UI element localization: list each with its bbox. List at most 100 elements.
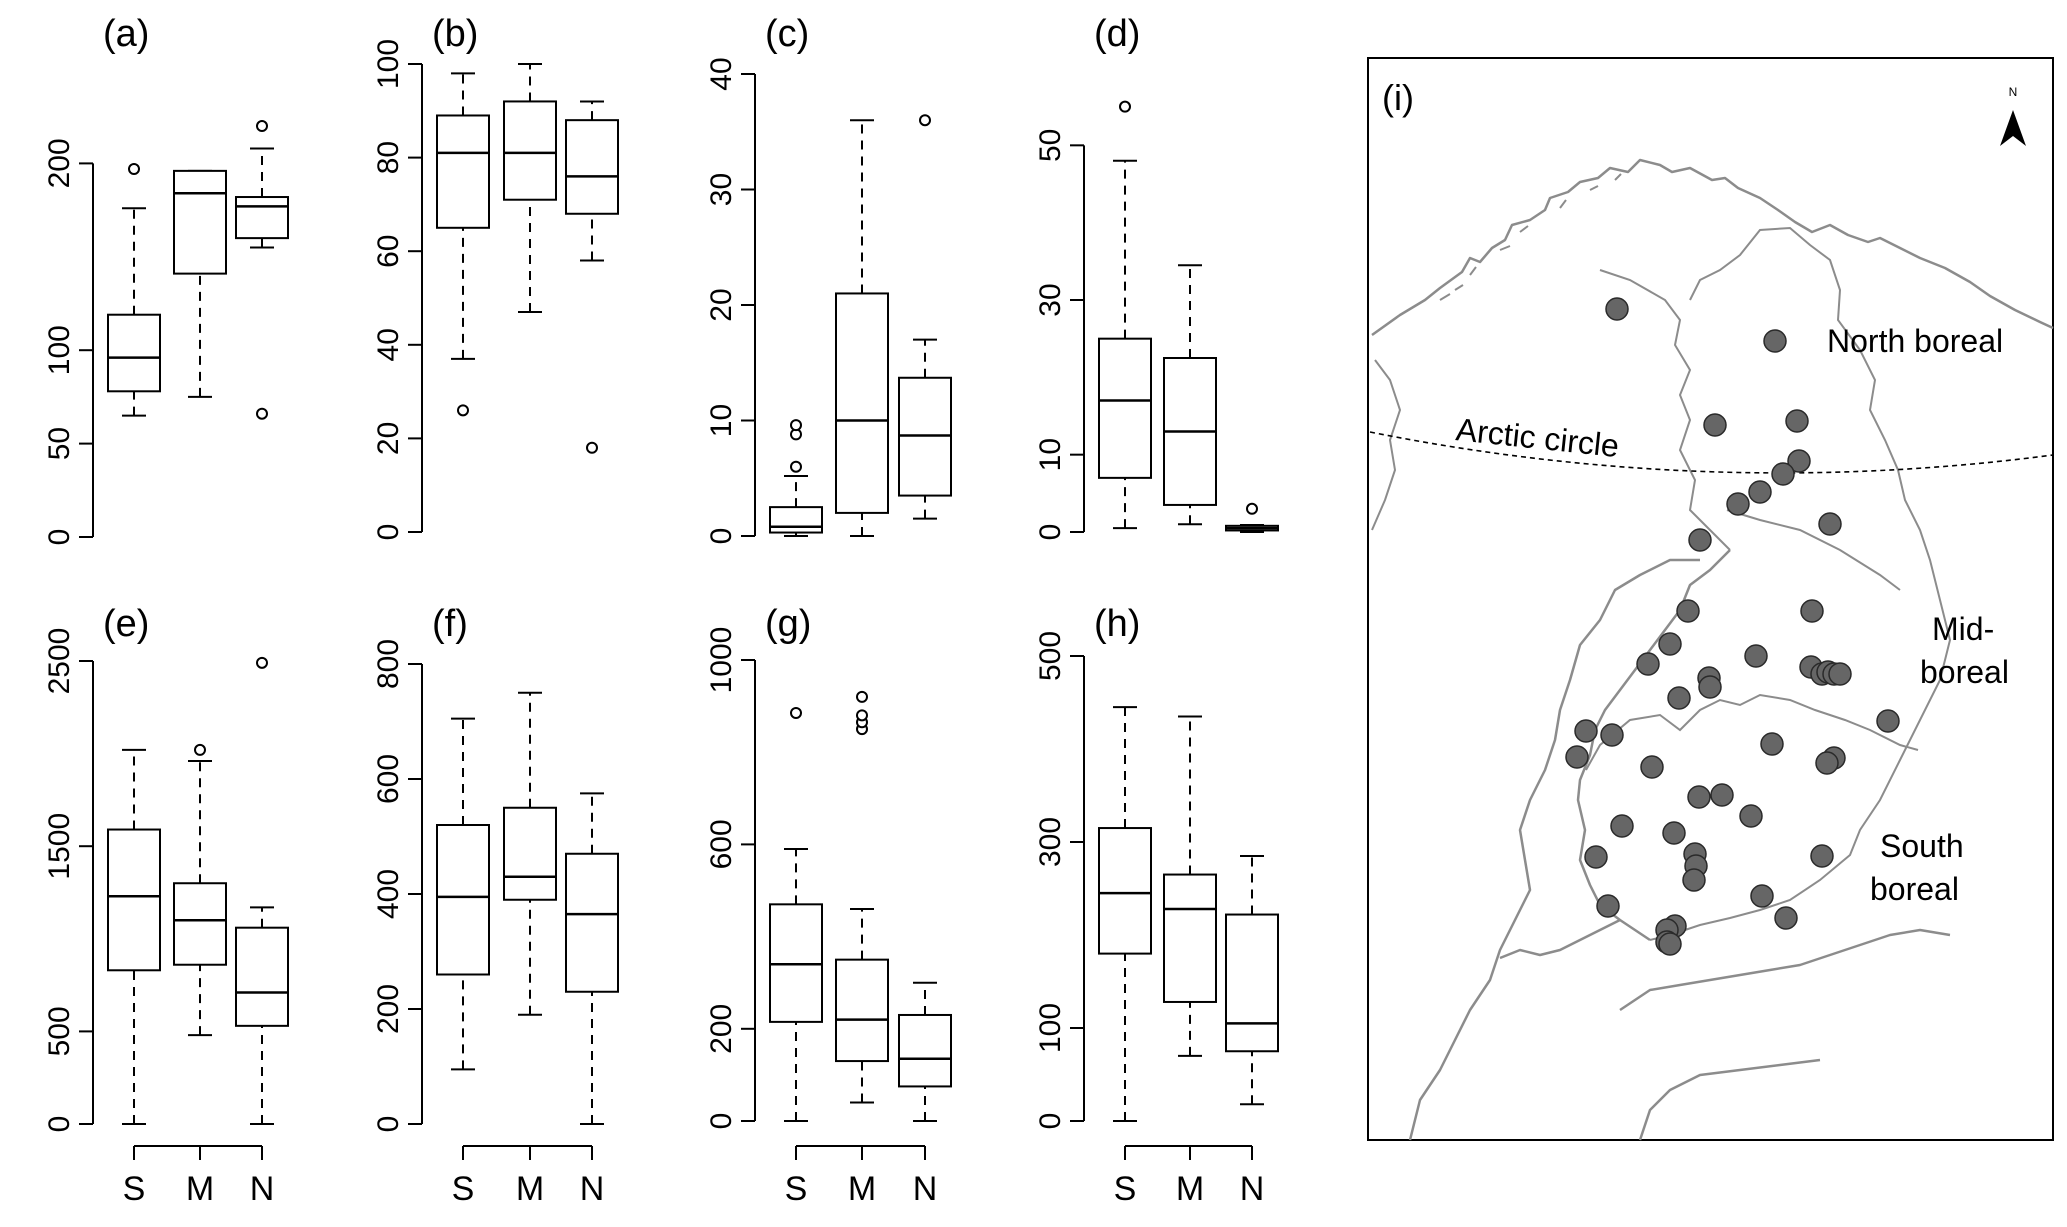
y-tick-label: 200 [372, 984, 405, 1034]
site-marker [1640, 755, 1664, 779]
y-tick-label: 2500 [43, 628, 76, 695]
outlier-point [457, 404, 469, 417]
outlier-point [194, 743, 206, 756]
label-south-boreal-2: boreal [1870, 871, 1959, 907]
y-tick-label: 500 [43, 1006, 76, 1056]
site-marker [1771, 462, 1795, 486]
outlier-point [790, 419, 802, 432]
site-marker [1739, 804, 1763, 828]
y-tick-label: 600 [705, 819, 738, 869]
iqr-box [1225, 913, 1279, 1053]
site-marker [1703, 413, 1727, 437]
site-marker [1744, 644, 1768, 668]
boxplot-panel-d: 0 10 30 50 (d) [1034, 13, 1279, 541]
box-N [1225, 502, 1279, 533]
y-tick-label: 0 [1034, 524, 1067, 541]
iqr-box [1098, 337, 1152, 479]
iqr-box [503, 100, 557, 201]
y-tick-label: 0 [705, 528, 738, 545]
panel-label: (g) [765, 603, 811, 645]
site-marker [1687, 785, 1711, 809]
y-tick-label: 30 [705, 173, 738, 206]
y-tick-label: 400 [372, 869, 405, 919]
site-marker [1787, 449, 1811, 473]
x-tick-label: N [1240, 1170, 1265, 1208]
x-tick-label: M [848, 1170, 876, 1208]
y-tick-label: 200 [705, 1004, 738, 1054]
y-tick-label: 1500 [43, 813, 76, 880]
iqr-box [1163, 873, 1217, 1003]
box-M [835, 690, 889, 1104]
southern-coastline [1499, 918, 1951, 1141]
panel-label: (h) [1094, 603, 1140, 645]
site-marker [1584, 845, 1608, 869]
site-marker [1785, 409, 1809, 433]
box-S [436, 72, 490, 417]
x-tick-label: N [913, 1170, 938, 1208]
site-marker [1565, 745, 1589, 769]
site-marker [1760, 732, 1784, 756]
y-tick-label: 100 [372, 39, 405, 89]
northern-coastline [1371, 158, 2054, 337]
y-tick-label: 80 [372, 141, 405, 174]
site-marker [1810, 844, 1834, 868]
site-marker [1596, 894, 1620, 918]
panel-label: (d) [1094, 13, 1140, 55]
outlier-point [856, 690, 868, 703]
box-N [1225, 854, 1279, 1106]
box-N [235, 656, 289, 1125]
iqr-box [107, 828, 161, 972]
y-tick-label: 40 [372, 328, 405, 361]
y-tick-label: 1000 [705, 627, 738, 694]
boxplot-panel-a: 0 50 100 200 (a) [43, 13, 289, 545]
iqr-box [898, 1013, 952, 1088]
y-tick-label: 30 [1034, 283, 1067, 316]
x-tick-label: N [580, 1170, 605, 1208]
boxplot-panel-f: 0 200 400 600 800 (f) S M N [372, 603, 619, 1208]
site-marker [1774, 906, 1798, 930]
national-borders [1371, 226, 1952, 941]
site-marker [1818, 512, 1842, 536]
y-tick-label: 10 [705, 404, 738, 437]
iqr-box [235, 926, 289, 1027]
box-S [436, 717, 490, 1071]
label-mid-boreal-1: Mid- [1932, 611, 1994, 647]
site-marker [1876, 709, 1900, 733]
boxplot-panel-g: 0 200 600 1000 (g) S M N [705, 603, 952, 1208]
site-marker [1698, 675, 1722, 699]
y-tick-label: 50 [1034, 129, 1067, 162]
outlier-point [128, 163, 140, 176]
bothnian-coastline [1408, 549, 1731, 1141]
north-label: N [2009, 85, 2018, 99]
x-tick-label: S [1114, 1170, 1137, 1208]
box-N [898, 981, 952, 1122]
box-S [769, 419, 823, 537]
site-marker [1605, 297, 1629, 321]
x-tick-label: S [123, 1170, 146, 1208]
box-N [898, 114, 952, 520]
site-marker [1750, 884, 1774, 908]
y-tick-label: 0 [372, 524, 405, 541]
outlier-point [1119, 100, 1131, 113]
site-marker [1763, 329, 1787, 353]
iqr-box [835, 292, 889, 514]
outlier-point [790, 707, 802, 720]
outlier-point [1246, 502, 1258, 515]
outlier-point [790, 460, 802, 473]
site-marker [1658, 632, 1682, 656]
site-marker [1815, 751, 1839, 775]
outlier-point [256, 407, 268, 420]
zone-boundaries [1585, 509, 1919, 771]
iqr-box [565, 119, 619, 215]
iqr-box [1098, 827, 1152, 955]
boxplot-panel-c: 0 10 20 30 40 (c) [705, 13, 952, 545]
y-tick-label: 60 [372, 235, 405, 268]
y-tick-label: 40 [705, 57, 738, 90]
coastal-islands [1439, 173, 1622, 301]
y-tick-label: 20 [705, 288, 738, 321]
box-N [565, 100, 619, 454]
y-tick-label: 100 [1034, 1003, 1067, 1053]
site-marker [1636, 652, 1660, 676]
iqr-box [565, 852, 619, 993]
